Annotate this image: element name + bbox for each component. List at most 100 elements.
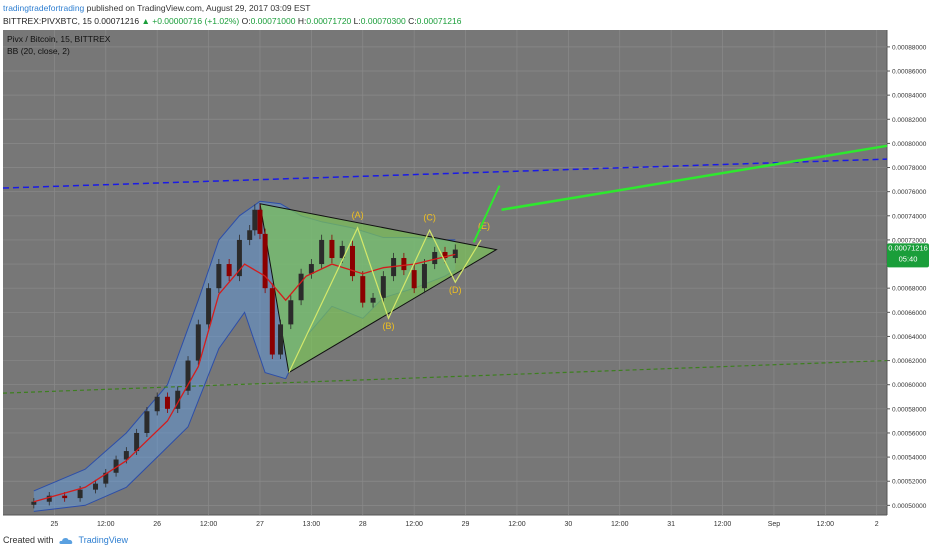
- price-tick-label: 0.00086000: [892, 69, 927, 76]
- elliott-wave-lines: [288, 226, 482, 373]
- candle-body: [442, 251, 448, 259]
- price-tick-label: 0.00060000: [892, 382, 927, 389]
- open-label: O:: [241, 16, 251, 26]
- time-tick-label: 12:00: [405, 521, 423, 528]
- publish-header: tradingtradefortrading published on Trad…: [3, 3, 311, 15]
- grid-lines: [3, 30, 887, 515]
- candle-body: [134, 432, 140, 452]
- price-chart[interactable]: 0.00088000 0.00086000 0.00084000 0.00082000…: [2, 30, 930, 530]
- candle-body: [62, 495, 68, 499]
- candle-body: [349, 245, 355, 277]
- price-axis-labels: 0.00088000 0.00086000 0.00084000 0.00082000…: [887, 44, 927, 510]
- price-tick-label: 0.00088000: [892, 44, 927, 51]
- wave-label: (E): [478, 221, 490, 231]
- price-tick-label: 0.00054000: [892, 455, 927, 462]
- low-label: L:: [353, 16, 361, 26]
- wave-label: (A): [352, 210, 364, 220]
- projection-line-long: [501, 144, 888, 211]
- price-tag-value: 0.00071216: [888, 243, 928, 252]
- price-tick-label: 0.00058000: [892, 406, 927, 413]
- time-tick-label: 30: [564, 521, 572, 528]
- time-tick-label: 29: [462, 521, 470, 528]
- candle-body: [262, 233, 268, 289]
- open-value: 0.00071000: [250, 16, 296, 26]
- price-tick-label: 0.00062000: [892, 358, 927, 365]
- green-dashed-trendline: [2, 359, 888, 394]
- candle-body: [308, 264, 314, 274]
- last-price: 0.00071216: [94, 16, 140, 26]
- time-tick-label: 12:00: [817, 521, 835, 528]
- candle-body: [154, 396, 160, 412]
- tradingview-cloud-icon: [58, 537, 72, 544]
- price-tick-label: 0.00064000: [892, 334, 927, 341]
- candle-body: [206, 288, 212, 325]
- time-tick-label: 12:00: [714, 521, 732, 528]
- high-value: 0.00071720: [306, 16, 352, 26]
- time-tick-label: 12:00: [508, 521, 526, 528]
- candle-body: [319, 239, 325, 265]
- price-tick-label: 0.00076000: [892, 189, 927, 196]
- tradingview-brand[interactable]: TradingView: [78, 535, 129, 545]
- candle-body: [46, 495, 52, 502]
- wave-label: (B): [382, 321, 394, 331]
- candle-body: [216, 264, 222, 289]
- blue-dashed-trendline: [2, 158, 888, 189]
- candle-body: [329, 239, 335, 259]
- time-tick-label: 12:00: [200, 521, 218, 528]
- candle-body: [77, 489, 83, 499]
- candle-body: [164, 396, 170, 409]
- footer: Created with TradingView: [3, 532, 128, 548]
- price-tag: [887, 243, 929, 268]
- time-tick-label: 12:00: [97, 521, 115, 528]
- candle-body: [360, 276, 366, 303]
- candle-body: [269, 288, 275, 355]
- candle-body: [421, 264, 427, 289]
- published-text: published on TradingView.com, August 29,…: [86, 3, 311, 13]
- chart-layers: (A) (B) (C) (D) (E): [2, 144, 888, 512]
- price-tick-label: 0.00056000: [892, 430, 927, 437]
- time-tick-label: Sep: [768, 521, 781, 528]
- candle-body: [401, 258, 407, 271]
- candle-body: [252, 209, 258, 231]
- price-axis-panel: [887, 30, 930, 530]
- candle-body: [432, 251, 438, 265]
- candle-body: [247, 230, 253, 240]
- high-label: H:: [297, 16, 307, 26]
- candle-body: [185, 360, 191, 391]
- symbol-info: BITTREX:PIVXBTC, 15 0.00071216 ▲ +0.0000…: [3, 16, 461, 28]
- candle-body: [123, 451, 129, 460]
- time-tick-label: 31: [667, 521, 675, 528]
- price-tick-label: 0.00066000: [892, 310, 927, 317]
- time-tick-label: 28: [359, 521, 367, 528]
- price-change: ▲ +0.00000716 (+1.02%): [141, 16, 240, 26]
- price-tick-label: 0.00078000: [892, 165, 927, 172]
- price-tick-label: 0.00052000: [892, 479, 927, 486]
- low-value: 0.00070300: [360, 16, 406, 26]
- candle-body: [113, 459, 119, 473]
- candle-body: [278, 324, 284, 355]
- candle-body: [103, 472, 109, 484]
- bb-basis-line: [33, 253, 456, 503]
- author-link[interactable]: tradingtradefortrading: [3, 3, 85, 13]
- time-tick-label: 2: [875, 521, 879, 528]
- chart-area[interactable]: 0.00088000 0.00086000 0.00084000 0.00082000…: [2, 30, 930, 530]
- candle-body: [236, 239, 242, 277]
- candle-body: [380, 276, 386, 298]
- time-tick-label: 27: [256, 521, 264, 528]
- wave-label: (C): [423, 213, 436, 223]
- close-value: 0.00071216: [416, 16, 462, 26]
- price-tag-countdown: 05:40: [899, 254, 918, 263]
- candle-body: [175, 390, 181, 409]
- candle-body: [195, 324, 201, 361]
- legend-title: Pivx / Bitcoin, 15, BITTREX: [7, 34, 111, 44]
- candle-body: [370, 297, 376, 303]
- candle-body: [411, 270, 417, 289]
- price-tick-label: 0.00080000: [892, 141, 927, 148]
- legend-indicator: BB (20, close, 2): [7, 46, 70, 56]
- close-label: C:: [408, 16, 417, 26]
- time-tick-label: 12:00: [611, 521, 629, 528]
- candle-body: [288, 300, 294, 325]
- candle-body: [31, 501, 37, 505]
- candle-body: [144, 411, 150, 433]
- time-axis-labels: 25 12:00 26 12:00 27 13:00 28 12:00 29 12:00 30 12:…: [50, 521, 878, 528]
